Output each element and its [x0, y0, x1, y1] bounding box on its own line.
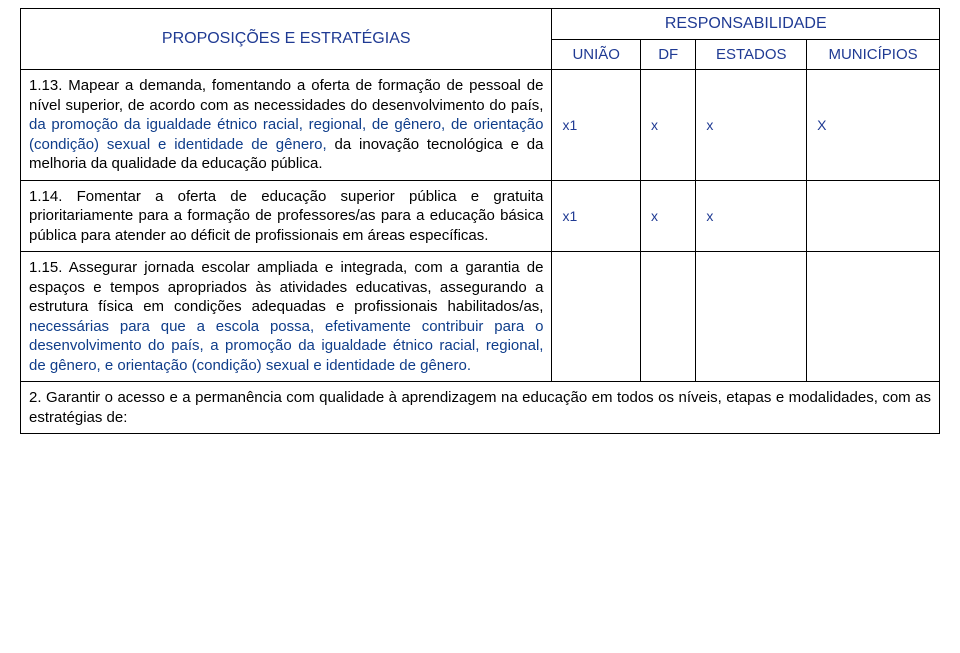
cell-1-13-black1: 1.13. Mapear a demanda, fomentando a ofe… [29, 77, 543, 114]
header-municipios: MUNICÍPIOS [807, 40, 940, 70]
row-1-14: 1.14. Fomentar a oferta de educação supe… [21, 180, 940, 252]
cell-1-13-uniao: x1 [552, 70, 641, 181]
cell-1-14-uniao: x1 [552, 180, 641, 252]
row-1-13: 1.13. Mapear a demanda, fomentando a ofe… [21, 70, 940, 181]
cell-1-14-df: x [641, 180, 696, 252]
cell-1-13-municipios: X [807, 70, 940, 181]
cell-2-text: 2. Garantir o acesso e a permanência com… [21, 382, 940, 434]
cell-1-14-municipios [807, 180, 940, 252]
cell-1-15-uniao [552, 252, 641, 382]
row-2: 2. Garantir o acesso e a permanência com… [21, 382, 940, 434]
cell-1-15-text: 1.15. Assegurar jornada escolar ampliada… [21, 252, 552, 382]
cell-1-15-municipios [807, 252, 940, 382]
cell-1-14-estados: x [696, 180, 807, 252]
cell-1-13-text: 1.13. Mapear a demanda, fomentando a ofe… [21, 70, 552, 181]
header-uniao: UNIÃO [552, 40, 641, 70]
cell-1-15-blue: necessárias para que a escola possa, efe… [29, 318, 543, 374]
cell-1-15-estados [696, 252, 807, 382]
header-row-1: PROPOSIÇÕES E ESTRATÉGIAS RESPONSABILIDA… [21, 9, 940, 40]
header-estados: ESTADOS [696, 40, 807, 70]
row-1-15: 1.15. Assegurar jornada escolar ampliada… [21, 252, 940, 382]
header-propositions: PROPOSIÇÕES E ESTRATÉGIAS [21, 9, 552, 70]
cell-1-14-text: 1.14. Fomentar a oferta de educação supe… [21, 180, 552, 252]
header-df: DF [641, 40, 696, 70]
cell-1-15-black: 1.15. Assegurar jornada escolar ampliada… [29, 259, 543, 315]
header-responsibility: RESPONSABILIDADE [552, 9, 940, 40]
cell-1-15-df [641, 252, 696, 382]
propositions-table: PROPOSIÇÕES E ESTRATÉGIAS RESPONSABILIDA… [20, 8, 940, 434]
cell-1-13-df: x [641, 70, 696, 181]
cell-1-13-estados: x [696, 70, 807, 181]
